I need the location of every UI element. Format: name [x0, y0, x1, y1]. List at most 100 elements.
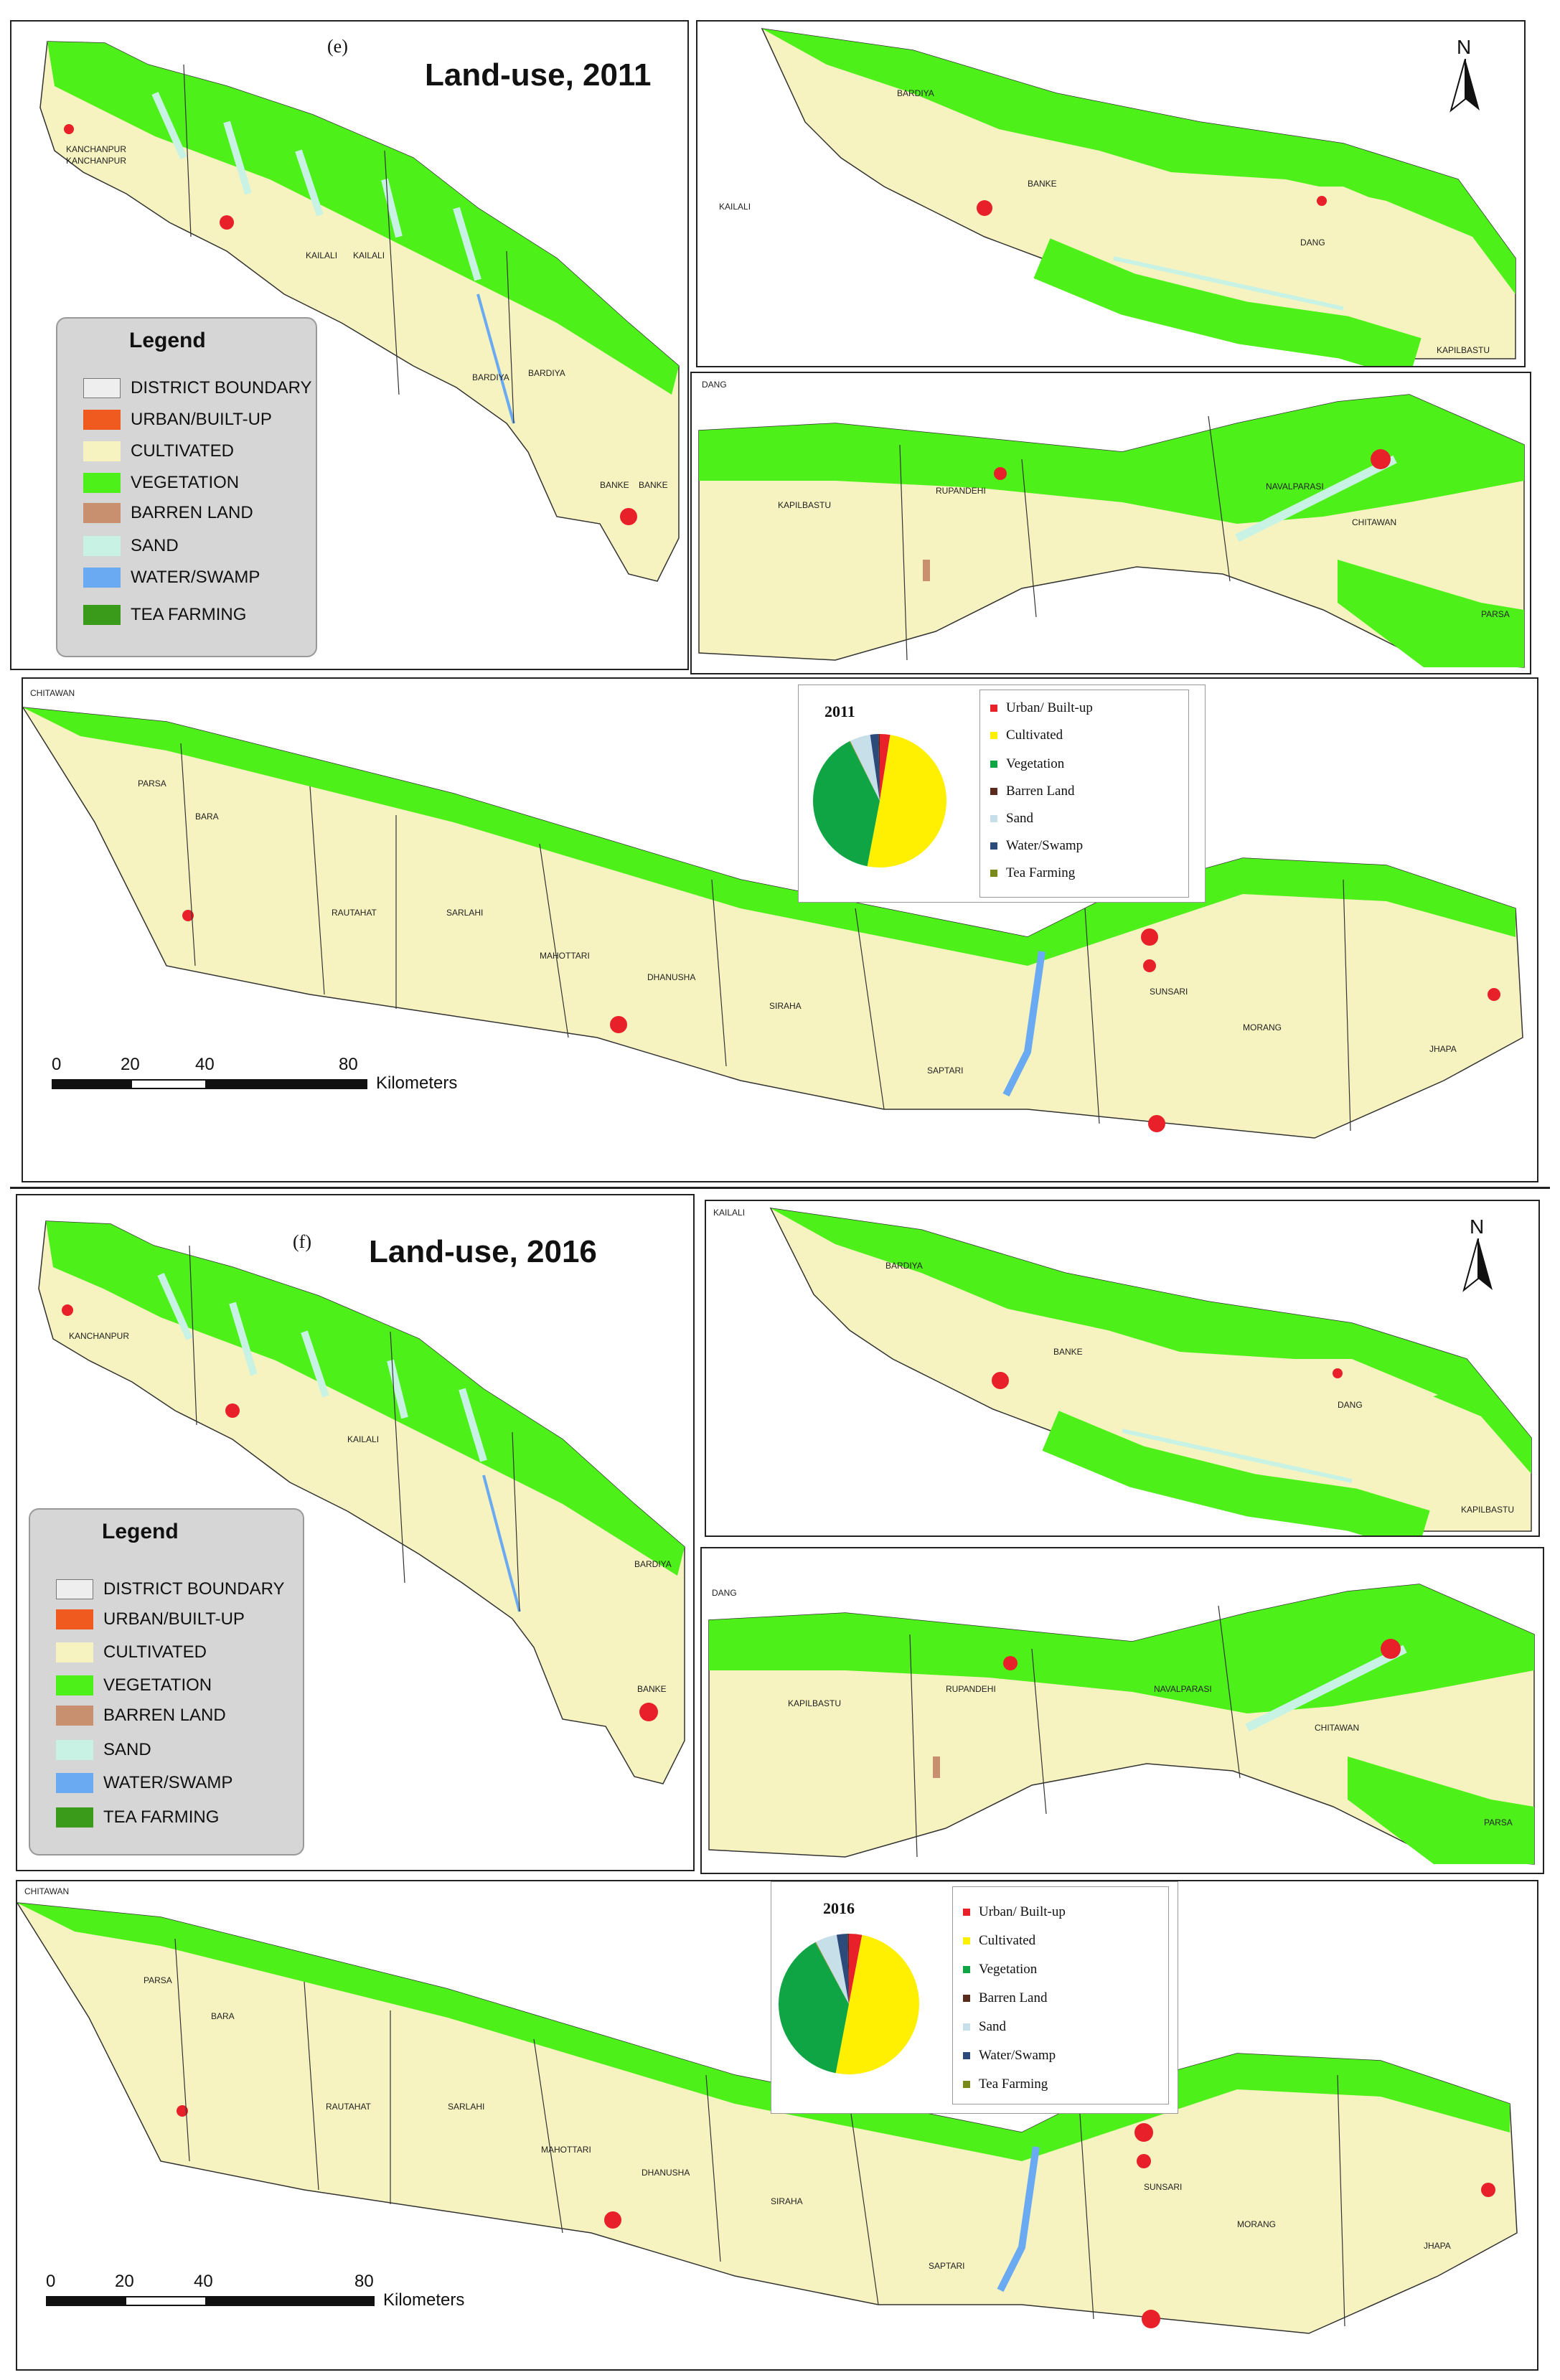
map-west-2011: KANCHANPUR KANCHANPUR KAILALI KAILALI BA… — [10, 20, 689, 670]
legend-label: WATER/SWAMP — [103, 1773, 233, 1792]
legend-label: WATER/SWAMP — [131, 568, 260, 587]
map-midwest-2011: KAILALI BARDIYA BANKE DANG KAPILBASTU N — [696, 20, 1526, 367]
pie-slice — [814, 1942, 849, 2004]
scale-tick: 0 — [46, 2272, 56, 2291]
north-arrow: N — [1457, 1215, 1500, 1294]
figure-divider — [10, 1187, 1550, 1189]
district-label: JHAPA — [1424, 2241, 1451, 2251]
legend-swatch — [56, 1706, 93, 1726]
pie-legend-label: Barren Land — [1006, 784, 1075, 799]
legend-heading: Legend — [129, 329, 206, 352]
district-label: DANG — [1300, 237, 1325, 248]
legend-swatch — [83, 378, 121, 398]
district-label: KANCHANPUR — [66, 144, 126, 154]
pie-legend-swatch — [990, 705, 997, 712]
legend-item: URBAN/BUILT-UP — [56, 1607, 245, 1632]
legend-swatch — [56, 1740, 93, 1760]
district-label: CHITAWAN — [1315, 1723, 1359, 1733]
legend-swatch — [83, 441, 121, 461]
map-midwest-2016: KAILALI BARDIYA BANKE DANG KAPILBASTU N — [705, 1200, 1540, 1537]
legend-swatch — [56, 1642, 93, 1662]
district-label: DANG — [712, 1588, 737, 1598]
district-label: BANKE — [637, 1684, 667, 1694]
pie-legend-label: Cultivated — [1006, 728, 1063, 743]
district-label: SAPTARI — [929, 2261, 964, 2271]
legend-swatch — [83, 473, 121, 493]
legend-item: TEA FARMING — [83, 603, 246, 627]
pie-legend-item: Sand — [963, 2018, 1006, 2036]
district-label: MAHOTTARI — [540, 951, 590, 961]
pie-slice — [878, 734, 880, 801]
pie-legend-swatch — [963, 2081, 970, 2088]
pie-slice — [779, 1942, 849, 2074]
district-label: KAPILBASTU — [1437, 345, 1490, 355]
legend-label: VEGETATION — [131, 473, 240, 492]
scale-bar: 0 20 40 80 Kilometers — [46, 2272, 491, 2315]
district-label: SARLAHI — [446, 908, 483, 918]
legend-label: URBAN/BUILT-UP — [103, 1609, 245, 1629]
map-midwest-2016-svg: KAILALI BARDIYA BANKE DANG KAPILBASTU — [713, 1208, 1532, 1535]
legend-label: TEA FARMING — [131, 605, 247, 624]
district-label: SARLAHI — [448, 2102, 484, 2112]
district-label: MAHOTTARI — [541, 2145, 591, 2155]
pie-slice — [815, 1934, 849, 2004]
pie-slice — [835, 1934, 919, 2074]
pie-legend-swatch — [990, 815, 997, 822]
district-label: SUNSARI — [1150, 987, 1188, 997]
district-label: MORANG — [1243, 1022, 1282, 1033]
legend-item: SAND — [83, 534, 179, 558]
district-label: NAVALPARASI — [1266, 481, 1324, 491]
district-label: RUPANDEHI — [946, 1684, 996, 1694]
legend-item: WATER/SWAMP — [83, 565, 260, 590]
district-label: NAVALPARASI — [1154, 1684, 1212, 1694]
legend-box: Legend DISTRICT BOUNDARY URBAN/BUILT-UP … — [56, 317, 317, 657]
legend-label: SAND — [131, 536, 179, 555]
north-arrow-icon — [1449, 59, 1480, 113]
legend-swatch — [56, 1773, 93, 1793]
legend-item: DISTRICT BOUNDARY — [56, 1577, 284, 1601]
pie-legend-swatch — [990, 842, 997, 850]
panel-tag: (e) — [327, 36, 348, 57]
legend-swatch — [83, 536, 121, 556]
district-label: RAUTAHAT — [332, 908, 377, 918]
pie-legend: Urban/ Built-up Cultivated Vegetation Ba… — [979, 690, 1189, 898]
scale-tick: 20 — [121, 1055, 140, 1074]
district-label: CHITAWAN — [30, 688, 75, 698]
north-arrow-icon — [1462, 1238, 1493, 1292]
district-label: KAILALI — [719, 202, 751, 212]
district-label: DANG — [702, 380, 727, 390]
panel-tag: (f) — [293, 1231, 311, 1252]
district-label: PARSA — [138, 779, 166, 789]
pie-slice — [870, 734, 880, 801]
legend-label: URBAN/BUILT-UP — [131, 410, 272, 429]
district-label: CHITAWAN — [24, 1886, 69, 1896]
district-label: KAILALI — [713, 1208, 745, 1218]
district-label: DHANUSHA — [647, 972, 695, 982]
legend-label: TEA FARMING — [103, 1807, 220, 1827]
pie-legend-swatch — [963, 1937, 970, 1944]
pie-slice — [867, 735, 947, 867]
legend-label: CULTIVATED — [131, 441, 235, 461]
legend-swatch — [83, 568, 121, 588]
pie-chart-2016: 2016 Urban/ Built-up Cultivated Vegetati… — [771, 1881, 1178, 2114]
district-label: KAILALI — [353, 250, 385, 260]
district-label: KANCHANPUR — [66, 156, 126, 166]
pie-legend-swatch — [990, 761, 997, 768]
legend-swatch — [83, 503, 121, 523]
district-label: JHAPA — [1429, 1044, 1457, 1054]
legend-item: BARREN LAND — [83, 501, 253, 525]
district-label: KANCHANPUR — [69, 1331, 129, 1341]
legend-item: CULTIVATED — [56, 1640, 207, 1665]
district-label: BANKE — [1028, 179, 1057, 189]
pie-chart-2011: 2011 Urban/ Built-up Cultivated Vegetati… — [798, 685, 1206, 903]
district-label: SIRAHA — [771, 2196, 803, 2206]
map-midcentral-2016-svg: DANG KAPILBASTU RUPANDEHI NAVALPARASI CH… — [708, 1584, 1535, 1865]
map-title: Land-use, 2011 — [425, 57, 652, 93]
legend-label: VEGETATION — [103, 1675, 212, 1695]
pie-slice — [849, 740, 880, 801]
pie-legend-swatch — [963, 1966, 970, 1973]
legend-swatch — [83, 410, 121, 430]
pie-legend-item: Barren Land — [990, 782, 1074, 801]
district-label: BARDIYA — [528, 368, 565, 378]
pie-legend-item: Sand — [990, 809, 1033, 828]
